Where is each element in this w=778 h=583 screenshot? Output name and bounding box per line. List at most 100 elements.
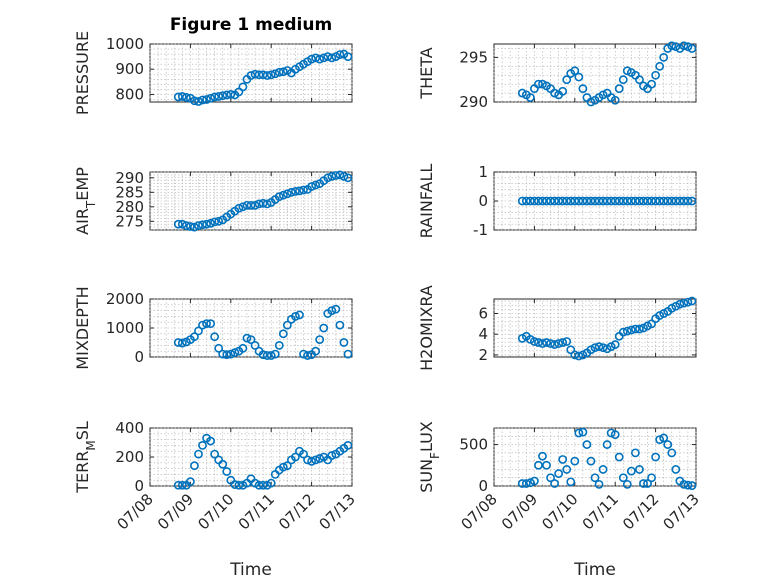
data-point (550, 88, 559, 98)
data-point (234, 203, 244, 213)
data-point (282, 320, 292, 330)
data-point (210, 217, 220, 227)
y-tick-label: 4 (478, 325, 488, 343)
data-point (210, 92, 220, 102)
data-point (643, 479, 652, 488)
data-point (647, 196, 656, 206)
data-point (327, 53, 337, 63)
data-point (635, 75, 644, 85)
data-point (683, 196, 693, 206)
data-point (610, 340, 620, 349)
data-point (554, 196, 564, 206)
data-point (242, 333, 252, 343)
data-point (626, 466, 636, 476)
data-point (643, 196, 652, 206)
data-point (315, 335, 325, 344)
y-tick-label: 2000 (106, 290, 144, 308)
data-point (651, 196, 660, 206)
data-point (177, 219, 187, 229)
y-tick-label: 0 (478, 477, 488, 495)
data-point (610, 430, 620, 440)
data-point (262, 199, 272, 209)
data-point (323, 52, 333, 62)
data-point (311, 180, 321, 190)
data-point (550, 340, 559, 349)
data-point (594, 196, 604, 206)
data-point (254, 70, 264, 80)
y-tick-label: 275 (115, 212, 144, 230)
data-point (525, 478, 535, 488)
data-point (327, 306, 337, 315)
data-point (230, 348, 240, 358)
data-point (234, 480, 244, 490)
data-point (274, 192, 284, 202)
data-point (291, 187, 300, 196)
data-point (562, 337, 572, 346)
data-point (343, 173, 353, 183)
data-point (202, 319, 211, 329)
data-point (538, 196, 547, 206)
data-point (177, 92, 187, 101)
data-point (675, 196, 685, 206)
data-point (250, 340, 260, 350)
data-point (517, 196, 527, 206)
data-point (594, 479, 604, 489)
data-point (525, 93, 535, 102)
y-tick-label: 200 (115, 448, 144, 466)
data-point (258, 198, 268, 208)
y-tick-label: 6 (478, 305, 488, 323)
data-point (614, 196, 624, 206)
data-point (525, 196, 535, 206)
data-point (679, 41, 689, 51)
data-point (246, 71, 256, 80)
data-point (582, 440, 592, 449)
data-point (622, 196, 632, 206)
data-point (202, 219, 211, 229)
data-point (679, 196, 689, 206)
data-point (278, 462, 288, 472)
y-tick-label: 0 (134, 477, 144, 495)
data-point (679, 479, 689, 489)
data-point (214, 92, 224, 101)
data-point (262, 71, 272, 80)
data-point (530, 337, 539, 346)
y-tick-label: 1 (478, 163, 488, 181)
data-point (618, 196, 628, 206)
data-point (206, 218, 215, 228)
data-point (250, 69, 260, 79)
data-point (659, 196, 669, 206)
data-point (319, 53, 329, 63)
data-point (274, 67, 284, 77)
data-point (558, 338, 568, 347)
data-point (683, 42, 693, 52)
data-point (586, 456, 596, 466)
data-point (542, 196, 551, 206)
data-point (258, 70, 268, 80)
data-point (602, 196, 612, 206)
data-point (667, 448, 677, 458)
data-point (210, 449, 220, 459)
data-point (566, 196, 576, 206)
data-point (618, 75, 628, 85)
data-point (562, 75, 572, 85)
data-point (238, 82, 248, 92)
data-point (655, 435, 665, 444)
data-point (270, 349, 280, 359)
data-point (663, 196, 673, 206)
data-point (307, 182, 316, 191)
data-point (327, 171, 337, 181)
data-point (546, 196, 555, 206)
data-point (679, 298, 689, 308)
data-point (343, 52, 353, 62)
data-point (311, 346, 321, 356)
data-point (335, 50, 345, 59)
data-point (307, 54, 316, 64)
y-tick-label: -1 (473, 221, 488, 239)
data-point (578, 427, 588, 437)
y-tick-label: 295 (459, 48, 488, 66)
data-point (206, 93, 215, 103)
data-point (206, 319, 215, 329)
data-point (517, 88, 527, 98)
data-point (185, 222, 195, 231)
